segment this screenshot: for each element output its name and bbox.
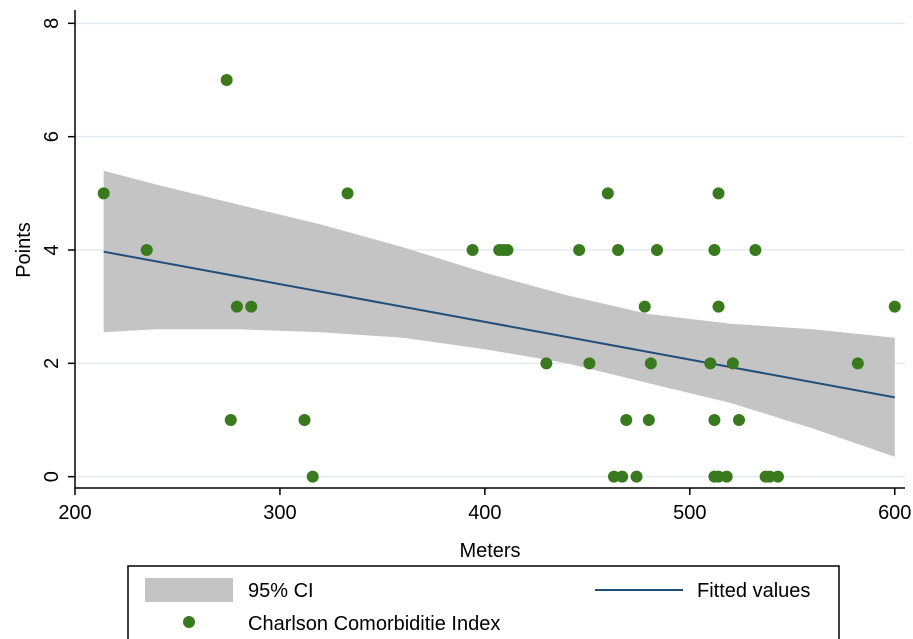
ci-band-area [103, 170, 895, 457]
x-tick-label: 600 [878, 502, 911, 524]
data-point [726, 357, 739, 370]
y-tick-label: 6 [41, 131, 63, 142]
data-point [341, 187, 354, 200]
ci-band [103, 170, 895, 457]
data-point [771, 470, 784, 483]
data-point [230, 300, 243, 313]
y-axis-title: Points [13, 222, 35, 278]
data-point [763, 470, 776, 483]
data-point [630, 470, 643, 483]
data-point [612, 244, 625, 256]
data-point [644, 357, 657, 370]
data-point [620, 414, 633, 426]
legend-points-label: Charlson Comorbiditie Index [248, 613, 500, 635]
fit-line-group [103, 250, 895, 399]
x-tick-label: 500 [673, 502, 706, 524]
points-group [97, 74, 901, 483]
data-point [888, 300, 901, 313]
data-point [298, 414, 311, 426]
data-point [638, 300, 651, 313]
data-point [140, 244, 153, 256]
data-point [540, 357, 553, 370]
y-tick-label: 0 [41, 471, 63, 482]
legend-fit-label: Fitted values [697, 580, 810, 602]
x-tick-label: 300 [263, 502, 296, 524]
legend: 95% CI Fitted values Charlson Comorbidit… [127, 565, 840, 639]
data-point [708, 244, 721, 256]
data-point [851, 357, 864, 370]
data-point [708, 414, 721, 426]
fitted-line [103, 250, 895, 399]
data-point [97, 187, 110, 200]
data-point [607, 470, 620, 483]
y-tick-label: 8 [41, 18, 63, 29]
legend-points-swatch [183, 616, 195, 628]
data-point [720, 470, 733, 483]
x-axis-title: Meters [459, 540, 520, 562]
data-point [712, 187, 725, 200]
legend-box [127, 565, 840, 639]
data-point [220, 74, 233, 86]
x-tick-label: 200 [58, 502, 91, 524]
data-point [712, 300, 725, 313]
legend-ci-label: 95% CI [248, 580, 314, 602]
data-point [573, 244, 586, 256]
data-point [651, 244, 664, 256]
y-tick-label: 2 [41, 358, 63, 369]
axes: 200 300 400 500 600 0 2 4 6 8 [41, 10, 911, 524]
data-point [224, 414, 237, 426]
data-point [306, 470, 319, 483]
data-point [733, 414, 745, 426]
data-point [616, 470, 629, 483]
data-point [749, 244, 762, 256]
data-point [601, 187, 614, 200]
x-tick-label: 400 [468, 502, 501, 524]
legend-ci-swatch [145, 578, 233, 602]
data-point [642, 414, 655, 426]
data-point [704, 357, 717, 370]
y-tick-label: 4 [41, 244, 63, 255]
data-point [466, 244, 479, 256]
data-point [501, 244, 514, 256]
data-point [583, 357, 596, 370]
data-point [245, 300, 258, 313]
data-point [712, 470, 725, 483]
